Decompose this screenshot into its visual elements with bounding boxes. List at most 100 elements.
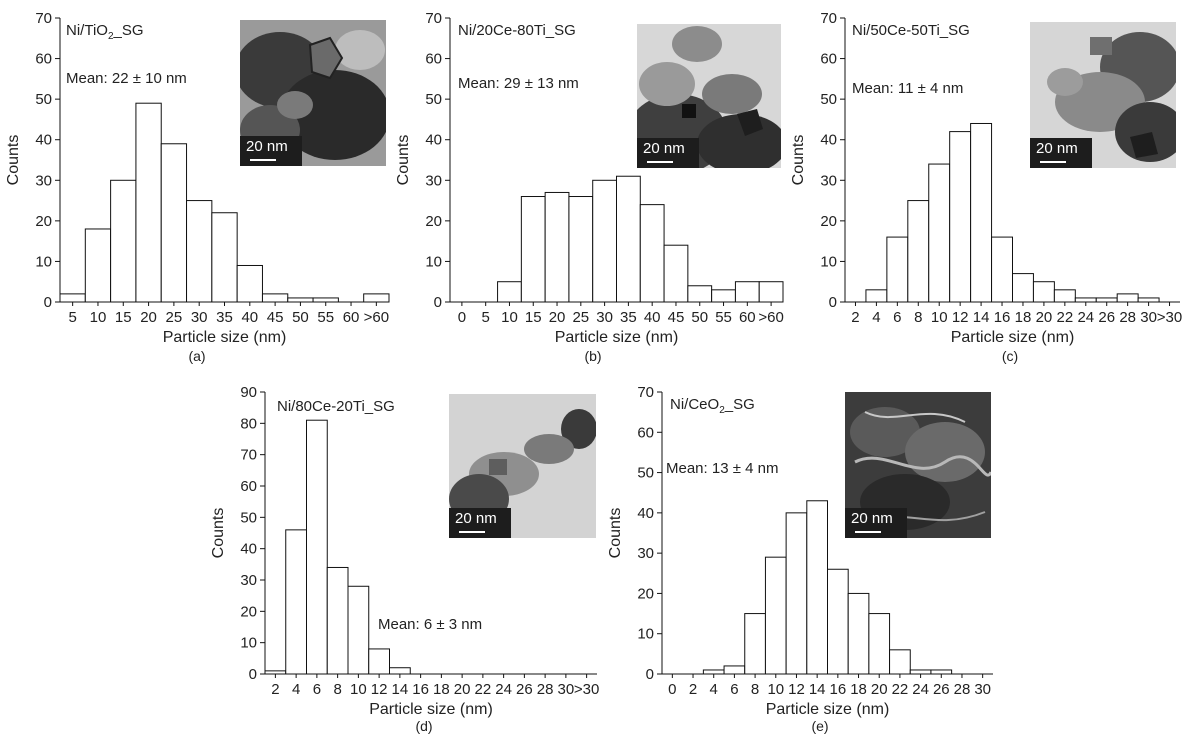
histogram-panel-e: 0 10 20 30 40 50 60 70 0 2 4 6 8 10 12 14 16 18 20 22 24 26 28… <box>600 370 1010 740</box>
y-tick-label: 20 <box>240 603 257 620</box>
y-tick-label: 40 <box>425 132 442 149</box>
x-tick-label: 0 <box>458 309 466 326</box>
y-tick-label: 30 <box>240 572 257 589</box>
sample-suffix: _SG <box>724 396 755 413</box>
histogram-bar <box>1137 297 1160 303</box>
histogram-bar <box>186 200 213 303</box>
histogram-bar <box>663 244 689 303</box>
x-tick-label: 12 <box>788 681 805 698</box>
sample-name: Ni/80Ce-20Ti_SG <box>277 398 395 415</box>
x-tick-label: 50 <box>292 309 309 326</box>
x-tick-label: 14 <box>392 681 409 698</box>
sample-label: Ni/80Ce-20Ti_SG <box>277 398 395 418</box>
x-tick-label: 18 <box>850 681 867 698</box>
x-tick-label: 22 <box>475 681 492 698</box>
sample-name: Ni/20Ce-80Ti_SG <box>458 22 576 39</box>
x-tick-label: 45 <box>668 309 685 326</box>
tem-image-inset: 20 nm <box>1030 22 1176 168</box>
panel-caption: (a) <box>188 348 206 364</box>
histogram-bar <box>930 669 953 675</box>
y-tick-label: 60 <box>35 51 52 68</box>
mean-label: Mean: 13 ± 4 nm <box>666 460 779 477</box>
x-tick-label: 18 <box>433 681 450 698</box>
histogram-bar <box>261 293 289 303</box>
y-tick-label: 50 <box>637 465 654 482</box>
x-tick-label: 4 <box>292 681 300 698</box>
scale-bar <box>459 531 485 533</box>
histogram-bar <box>723 665 746 675</box>
histogram-bar <box>1053 289 1076 303</box>
y-tick-label: 60 <box>637 424 654 441</box>
histogram-bar <box>744 613 766 675</box>
y-tick-label: 20 <box>425 213 442 230</box>
x-axis-title: Particle size (nm) <box>766 701 890 718</box>
x-tick-label: 28 <box>1119 309 1136 326</box>
x-tick-label: 25 <box>572 309 589 326</box>
histogram-bar <box>1032 281 1055 303</box>
x-tick-label: 26 <box>1098 309 1115 326</box>
y-tick-label: 20 <box>820 213 837 230</box>
y-axis-title: Counts <box>607 508 624 559</box>
x-tick-label: 35 <box>620 309 637 326</box>
x-tick-label: 26 <box>933 681 950 698</box>
panel-caption: (e) <box>811 718 829 734</box>
x-tick-label: 6 <box>730 681 738 698</box>
x-axis-title: Particle size (nm) <box>369 701 493 718</box>
y-tick-label: 0 <box>249 666 257 683</box>
histogram-bar <box>909 669 932 675</box>
histogram-bar <box>785 512 808 675</box>
x-tick-label: 4 <box>872 309 880 326</box>
x-tick-label: 20 <box>140 309 157 326</box>
scale-bar-label: 20 nm <box>1036 140 1078 157</box>
x-tick-label: 55 <box>715 309 732 326</box>
histogram-bar <box>970 122 993 303</box>
y-tick-label: 60 <box>425 51 442 68</box>
y-tick-label: 70 <box>637 384 654 401</box>
x-tick-label: 8 <box>914 309 922 326</box>
sample-label: Ni/50Ce-50Ti_SG <box>852 22 970 42</box>
x-tick-label: 40 <box>241 309 258 326</box>
scale-bar-box: 20 nm <box>240 136 302 166</box>
x-tick-label: 45 <box>267 309 284 326</box>
y-tick-label: 30 <box>637 545 654 562</box>
y-tick-label: 30 <box>820 172 837 189</box>
x-tick-label: 10 <box>501 309 518 326</box>
histogram-bar <box>806 500 828 675</box>
histogram-bar <box>160 143 188 303</box>
x-axis-title: Particle size (nm) <box>951 329 1075 346</box>
histogram-bar <box>326 566 349 675</box>
x-tick-label: 16 <box>412 681 429 698</box>
histogram-bar <box>236 264 263 303</box>
y-tick-label: 0 <box>829 294 837 311</box>
scale-bar <box>1040 161 1066 163</box>
x-tick-label: 60 <box>739 309 756 326</box>
y-tick-label: 10 <box>35 253 52 270</box>
scale-bar <box>250 159 276 161</box>
histogram-bar <box>110 179 137 303</box>
x-tick-label: 12 <box>371 681 388 698</box>
histogram-bar <box>1116 293 1139 303</box>
histogram-bar <box>497 281 522 303</box>
x-tick-label: 30 <box>191 309 208 326</box>
histogram-bar <box>758 281 784 303</box>
x-tick-label: 20 <box>549 309 566 326</box>
histogram-bar <box>347 585 370 675</box>
x-tick-label: 8 <box>333 681 341 698</box>
histogram-bar <box>889 649 911 675</box>
x-tick-label: 2 <box>689 681 697 698</box>
x-tick-label: >60 <box>364 309 389 326</box>
histogram-panel-a: 0 10 20 30 40 50 60 70 5 10 15 20 25 30 35 40 45 50 55 60 >6… <box>0 0 400 370</box>
x-tick-label: 20 <box>454 681 471 698</box>
y-tick-label: 40 <box>35 132 52 149</box>
x-tick-label: >30 <box>574 681 599 698</box>
sample-subscript: 2 <box>719 405 725 416</box>
histogram-bar <box>827 568 849 675</box>
panel-caption: (c) <box>1001 348 1019 364</box>
histogram-bar <box>368 648 390 675</box>
panel-caption: (d) <box>415 718 433 734</box>
y-tick-label: 30 <box>35 172 52 189</box>
